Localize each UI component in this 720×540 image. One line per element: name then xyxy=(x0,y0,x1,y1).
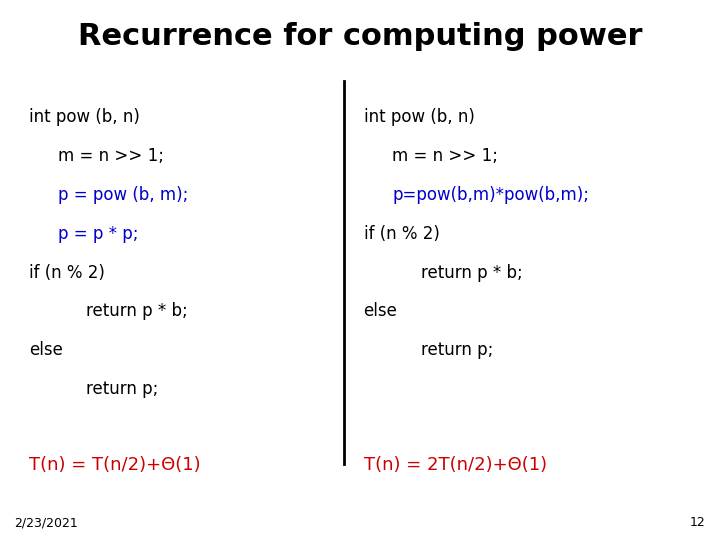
Text: m = n >> 1;: m = n >> 1; xyxy=(392,147,498,165)
Text: 2/23/2021: 2/23/2021 xyxy=(14,516,78,529)
Text: p = pow (b, m);: p = pow (b, m); xyxy=(58,186,188,204)
Text: int pow (b, n): int pow (b, n) xyxy=(364,108,474,126)
Text: else: else xyxy=(29,341,63,359)
Text: return p;: return p; xyxy=(86,380,159,398)
Text: 12: 12 xyxy=(690,516,706,529)
Text: int pow (b, n): int pow (b, n) xyxy=(29,108,140,126)
Text: return p * b;: return p * b; xyxy=(86,302,188,320)
Text: m = n >> 1;: m = n >> 1; xyxy=(58,147,163,165)
Text: T(n) = 2T(n/2)+Θ(1): T(n) = 2T(n/2)+Θ(1) xyxy=(364,456,546,474)
Text: p=pow(b,m)*pow(b,m);: p=pow(b,m)*pow(b,m); xyxy=(392,186,590,204)
Text: Recurrence for computing power: Recurrence for computing power xyxy=(78,22,642,51)
Text: else: else xyxy=(364,302,397,320)
Text: if (n % 2): if (n % 2) xyxy=(364,225,439,242)
Text: p = p * p;: p = p * p; xyxy=(58,225,138,242)
Text: T(n) = T(n/2)+Θ(1): T(n) = T(n/2)+Θ(1) xyxy=(29,456,200,474)
Text: return p * b;: return p * b; xyxy=(421,264,523,281)
Text: return p;: return p; xyxy=(421,341,494,359)
Text: if (n % 2): if (n % 2) xyxy=(29,264,104,281)
